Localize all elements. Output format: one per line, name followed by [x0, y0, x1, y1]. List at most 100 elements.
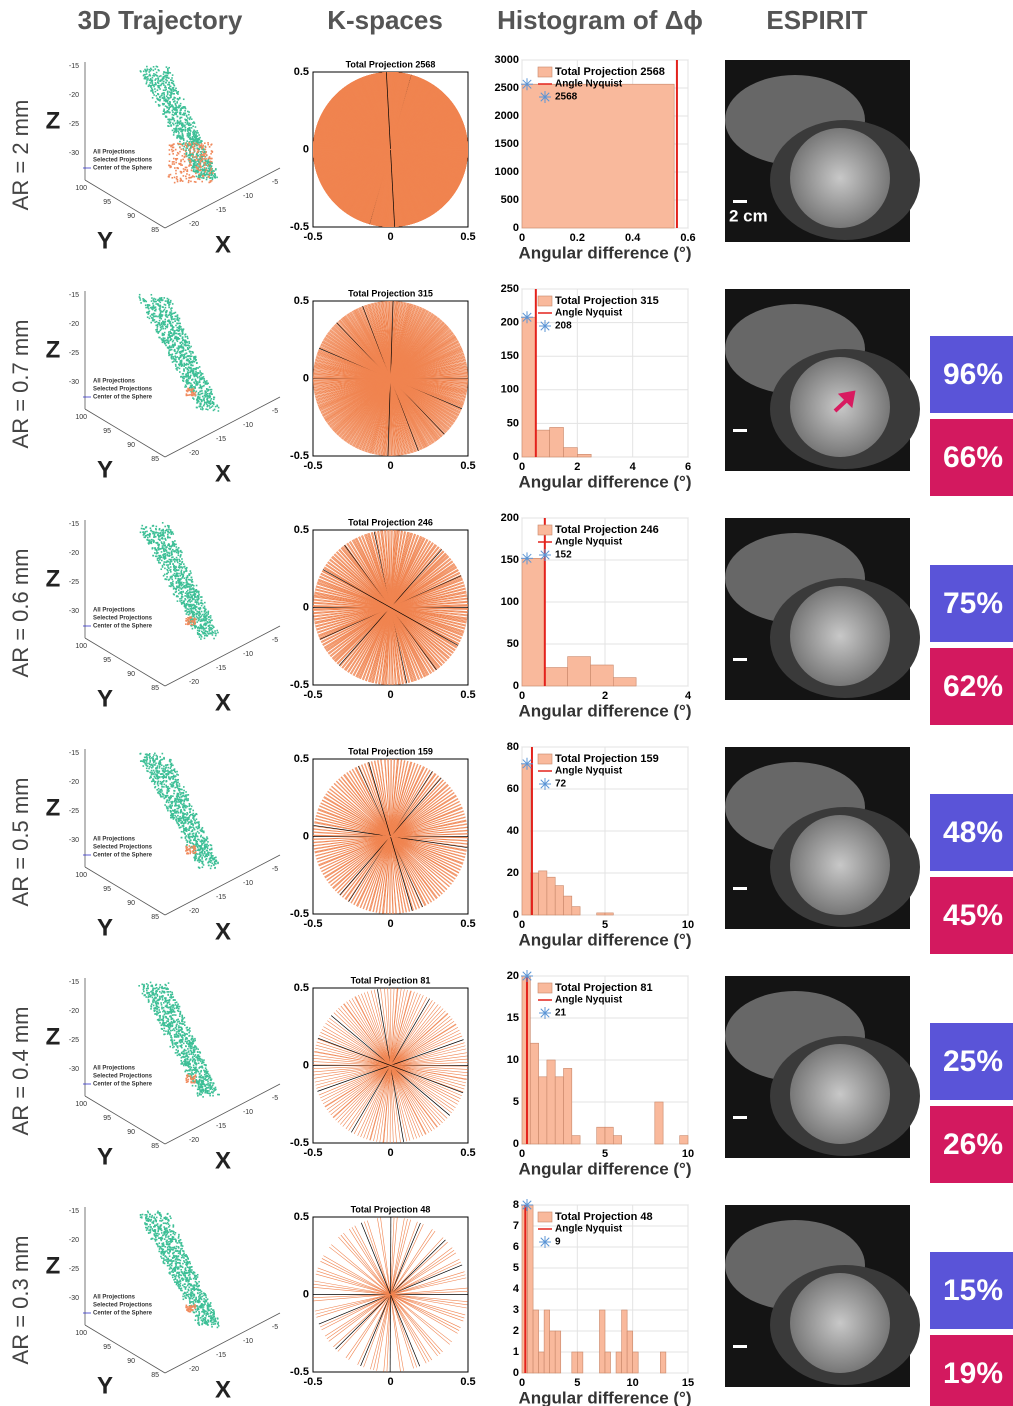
- trajectory-point: [157, 77, 159, 80]
- trajectory-point: [191, 378, 194, 381]
- selected-point: [196, 159, 199, 161]
- trajectory-point: [182, 346, 185, 349]
- trajectory-point: [186, 367, 189, 370]
- trajectory-point: [176, 121, 179, 124]
- trajectory-point: [172, 118, 174, 120]
- trajectory-point: [175, 104, 177, 107]
- trajectory-point: [166, 320, 169, 322]
- trajectory-point: [181, 373, 184, 375]
- trajectory-point: [181, 336, 184, 338]
- trajectory-point: [199, 386, 202, 389]
- trajectory-point: [185, 367, 187, 369]
- trajectory-point: [181, 379, 184, 382]
- trajectory-point: [163, 99, 166, 102]
- trajectory-point: [189, 358, 192, 361]
- trajectory-point: [160, 328, 163, 330]
- selected-point: [203, 155, 206, 158]
- trajectory-point: [179, 345, 181, 348]
- trajectory-point: [195, 136, 197, 138]
- trajectory-point: [210, 406, 213, 408]
- trajectory-point: [170, 338, 173, 341]
- trajectory-point: [172, 326, 175, 328]
- trajectory-point: [171, 303, 174, 305]
- trajectory-point: [188, 340, 190, 343]
- trajectory-point: [154, 88, 156, 90]
- x-tick-label: 0.2: [570, 232, 585, 244]
- trajectory-point: [203, 164, 205, 166]
- trajectory-point: [148, 68, 151, 71]
- selected-point: [172, 146, 175, 149]
- trajectory-point: [144, 304, 147, 307]
- trajectory-point: [202, 173, 205, 175]
- trajectory-point: [181, 363, 183, 366]
- trajectory-point: [161, 77, 164, 80]
- trajectory-point: [175, 324, 177, 327]
- trajectory-point: [208, 166, 211, 168]
- selected-point: [171, 161, 174, 163]
- selected-point: [179, 170, 182, 173]
- trajectory-point: [202, 381, 205, 384]
- trajectory-point: [180, 328, 183, 330]
- trajectory-point: [180, 128, 183, 131]
- legend-text: Selected Projections: [93, 158, 153, 164]
- x-axis-label: Angular difference (°): [518, 243, 691, 262]
- trajectory-point: [197, 137, 199, 140]
- x-tick-label: -15: [216, 207, 226, 214]
- trajectory-point: [199, 176, 202, 178]
- trajectory-point: [171, 109, 174, 112]
- trajectory-point: [189, 357, 191, 360]
- trajectory-point: [198, 165, 200, 167]
- trajectory-point: [214, 405, 217, 408]
- trajectory-point: [185, 114, 188, 117]
- trajectory-point: [193, 164, 196, 167]
- trajectory-point: [189, 371, 192, 374]
- trajectory-point: [188, 345, 190, 347]
- selected-point: [188, 388, 191, 391]
- trajectory-point: [180, 107, 182, 110]
- trajectory-point: [188, 377, 190, 380]
- trajectory-point: [170, 323, 172, 325]
- legend-star: [539, 91, 551, 103]
- selected-point: [203, 166, 206, 169]
- trajectory-point: [184, 344, 187, 347]
- trajectory-point: [211, 162, 213, 165]
- trajectory-point: [209, 392, 211, 395]
- trajectory-point: [170, 348, 173, 351]
- trajectory-point: [165, 88, 167, 91]
- trajectory-point: [158, 305, 161, 307]
- trajectory-point: [196, 396, 199, 399]
- trajectory-point: [149, 306, 152, 309]
- trajectory-point: [167, 72, 170, 75]
- trajectory-point: [184, 112, 187, 115]
- trajectory-point: [179, 127, 181, 130]
- trajectory-point: [152, 318, 154, 320]
- trajectory-point: [188, 371, 190, 374]
- trajectory-point: [199, 174, 201, 177]
- trajectory-point: [163, 95, 165, 98]
- trajectory-point: [184, 342, 187, 344]
- x-tick-label: -5: [272, 408, 278, 415]
- trajectory-point: [157, 80, 159, 82]
- trajectory-point: [172, 318, 175, 320]
- trajectory-point: [193, 134, 196, 136]
- trajectory-point: [145, 300, 148, 303]
- trajectory-point: [210, 392, 212, 394]
- trajectory-point: [176, 340, 179, 343]
- legend-text: Center of the Sphere: [93, 395, 153, 401]
- trajectory-point: [209, 400, 211, 403]
- trajectory-point: [180, 376, 182, 378]
- trajectory-point: [175, 129, 177, 132]
- trajectory-point: [201, 395, 204, 398]
- selected-point: [185, 146, 188, 148]
- star-marker: [521, 78, 533, 91]
- trajectory-point: [177, 121, 180, 124]
- trajectory-point: [145, 306, 147, 309]
- trajectory-point: [168, 345, 171, 347]
- trajectory-point: [156, 327, 159, 329]
- trajectory-point: [182, 142, 185, 145]
- trajectory-point: [175, 89, 177, 92]
- trajectory-point: [195, 133, 197, 136]
- trajectory-point: [149, 67, 152, 70]
